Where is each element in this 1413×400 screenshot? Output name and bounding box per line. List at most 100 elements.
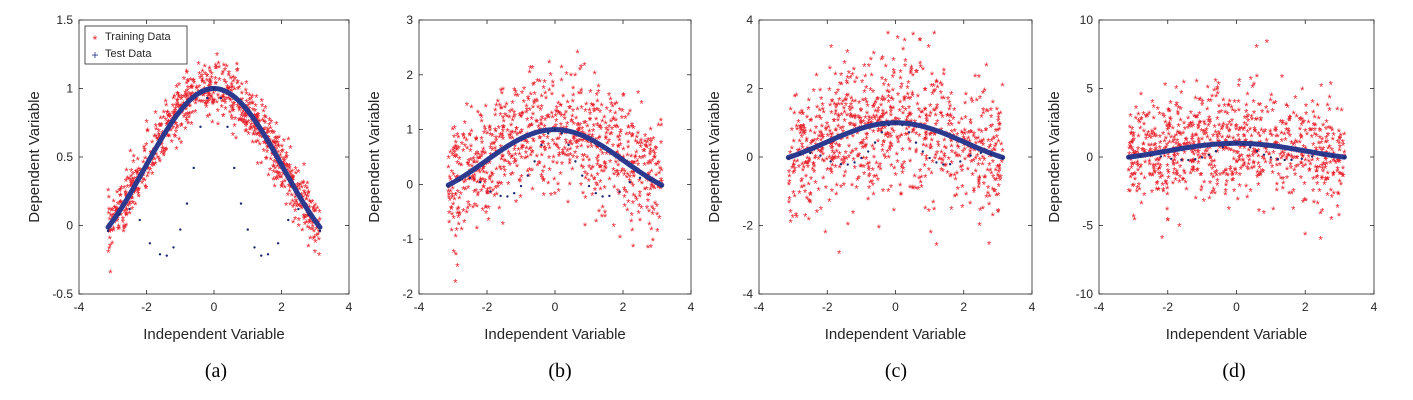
training-point: * [912,172,917,184]
training-point: * [455,131,460,143]
training-point: * [256,110,261,122]
training-point: * [265,144,270,156]
training-point: * [1326,131,1331,143]
training-point: * [1308,160,1313,172]
training-point: * [1184,136,1189,148]
training-point: * [1240,142,1245,154]
training-point: * [504,100,509,112]
training-point: * [128,147,133,159]
training-point: * [801,123,806,135]
training-point: * [231,107,236,119]
training-point: * [844,96,849,108]
training-point: * [1189,146,1194,158]
training-point: * [1324,154,1329,166]
x-tick-label: 0 [552,300,559,314]
training-point: * [909,13,914,25]
training-point: * [1166,168,1171,180]
training-point: * [585,170,590,182]
training-point: * [479,186,484,198]
training-point: * [1227,101,1232,113]
training-point: * [835,101,840,113]
training-point: * [467,131,472,143]
training-point: * [944,144,949,156]
training-point: * [225,90,230,102]
training-point: * [207,90,212,102]
y-tick-label: 0 [406,177,413,191]
training-point: * [1227,205,1232,217]
training-point: * [932,106,937,118]
training-point: * [1222,101,1227,113]
training-point: * [453,277,458,289]
test-point [1169,157,1173,160]
training-point: * [154,122,159,134]
training-point: * [827,85,832,97]
training-point: * [839,135,844,147]
training-point: * [201,78,206,90]
training-point: * [266,125,271,137]
training-point: * [273,134,278,146]
training-point: * [980,137,985,149]
training-point: * [291,218,296,230]
training-point: * [118,198,123,210]
training-point: * [856,112,861,124]
training-point: * [1327,106,1332,118]
test-point [787,157,790,160]
training-point: * [457,209,462,221]
training-point: * [839,183,844,195]
training-point: * [531,81,536,93]
training-point: * [979,139,984,151]
training-point: * [867,166,872,178]
training-point: * [190,96,195,108]
training-point: * [853,121,858,133]
training-point: * [518,110,523,122]
test-point [618,190,621,193]
plot-area [418,19,692,295]
training-point: * [552,140,557,152]
test-point [199,125,202,129]
test-data-series [785,120,1006,166]
training-point: * [1150,98,1155,110]
training-point: * [1000,157,1005,169]
training-point: * [1298,125,1303,137]
training-point: * [924,155,929,167]
training-point: * [144,184,149,196]
training-point: * [791,212,796,224]
training-point: * [456,204,461,216]
training-point: * [1245,121,1250,133]
test-data-series [105,86,323,257]
training-point: * [984,193,989,205]
training-point: * [1246,116,1251,128]
training-point: * [542,190,547,202]
training-point: * [1307,166,1312,178]
training-point: * [1337,134,1342,146]
training-point: * [1202,197,1207,209]
training-point: * [1312,120,1317,132]
training-point: * [840,111,845,123]
training-point: * [970,97,975,109]
training-point: * [252,130,257,142]
training-point: * [1169,98,1174,110]
training-point: * [1168,121,1173,133]
training-point: * [916,184,921,196]
training-point: * [1237,156,1242,168]
training-point: * [966,152,971,164]
caption-c: (c) [884,360,908,382]
training-point: * [111,224,116,236]
training-point: * [788,218,793,230]
training-point: * [222,88,227,100]
y-tick-label: 0.5 [56,150,73,164]
training-point: * [885,129,890,141]
training-point: * [626,123,631,135]
training-point: * [638,153,643,165]
training-point: * [1233,107,1238,119]
training-point: * [1154,180,1159,192]
test-point [1207,153,1211,157]
training-point: * [871,181,876,193]
training-point: * [995,162,1000,174]
training-point: * [1235,148,1240,160]
training-point: * [942,70,947,82]
training-point: * [1332,189,1337,201]
training-point: * [606,126,611,138]
training-point: * [648,159,653,171]
training-point: * [236,77,241,89]
